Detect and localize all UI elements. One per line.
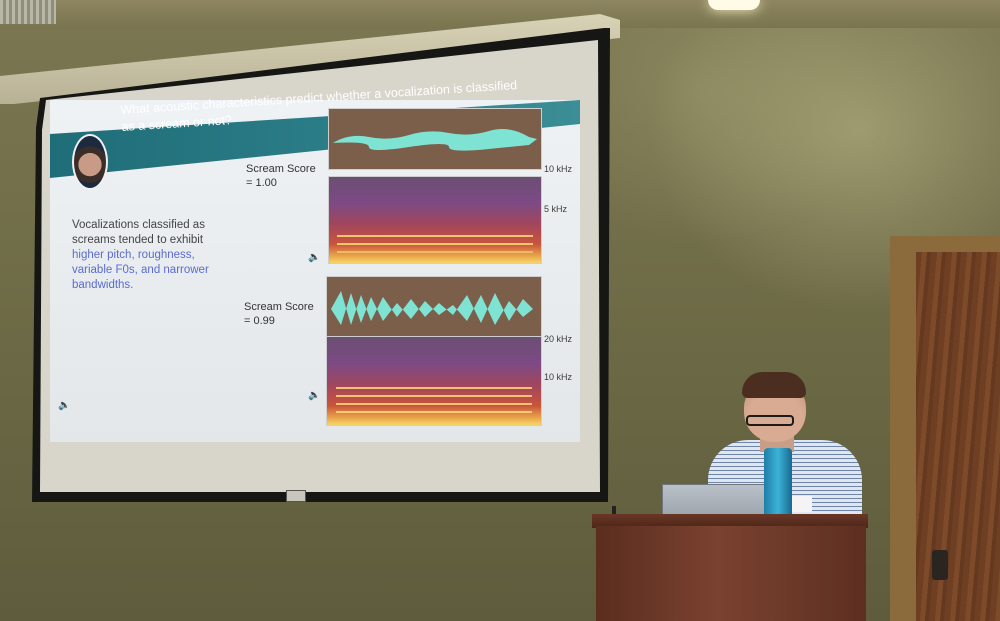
spectrogram-band <box>337 251 533 253</box>
spectrogram-1 <box>328 176 542 264</box>
spectrogram-band <box>335 403 533 405</box>
scream-score-1-value: = 1.00 <box>246 177 277 189</box>
freq-label-2a: 20 kHz <box>544 334 573 344</box>
freq-label-2b: 10 kHz <box>544 372 573 382</box>
ceiling-vent <box>0 0 56 24</box>
freq-label-1b: 5 kHz <box>544 204 568 214</box>
speaker-icon[interactable]: 🔈 <box>308 390 321 401</box>
spectrogram-band <box>337 235 533 237</box>
screaming-face-avatar <box>72 134 108 190</box>
screen-pull-handle <box>286 490 306 502</box>
speaker-hair <box>742 372 806 398</box>
scream-score-2-value: = 0.99 <box>244 315 275 327</box>
spectrogram-band <box>337 243 533 245</box>
scream-score-1-label: Scream Score <box>246 163 316 175</box>
slide-body-plain: Vocalizations classified as screams tend… <box>72 219 205 246</box>
door-handle[interactable] <box>932 550 948 580</box>
podium-microphone <box>612 506 616 520</box>
spectrogram-band <box>335 411 533 413</box>
scream-score-2-label: Scream Score <box>244 301 314 313</box>
waveform-2 <box>326 276 542 342</box>
spectrogram-2 <box>326 336 542 426</box>
presentation-slide: What acoustic characteristics predict wh… <box>50 78 580 442</box>
ceiling <box>0 0 1000 28</box>
speaker-icon[interactable]: 🔈 <box>308 252 321 263</box>
scream-score-1: Scream Score = 1.00 <box>246 162 316 190</box>
waveform-1 <box>328 108 542 170</box>
name-badge <box>792 496 812 512</box>
slide-body-text: Vocalizations classified as screams tend… <box>72 218 232 293</box>
speaker-icon[interactable]: 🔈 <box>58 400 71 411</box>
ceiling-light <box>708 0 760 10</box>
speaker-glasses <box>746 415 794 426</box>
freq-label-1a: 10 kHz <box>544 164 573 174</box>
water-bottle <box>764 448 792 518</box>
spectrogram-band <box>335 387 533 389</box>
podium-top <box>592 514 868 528</box>
wooden-door[interactable] <box>916 252 1000 621</box>
scream-score-2: Scream Score = 0.99 <box>244 300 314 328</box>
spectrogram-band <box>335 395 533 397</box>
slide-body-highlight: higher pitch, roughness, variable F0s, a… <box>72 249 209 291</box>
wooden-podium <box>596 526 866 621</box>
